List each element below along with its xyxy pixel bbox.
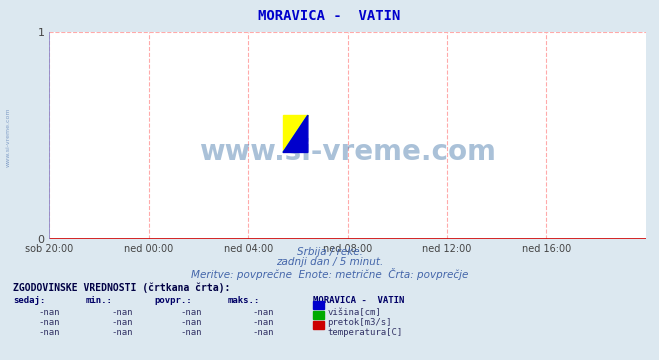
Text: -nan: -nan — [39, 308, 60, 317]
Polygon shape — [283, 115, 308, 153]
Text: MORAVICA -  VATIN: MORAVICA - VATIN — [313, 296, 405, 305]
Text: -nan: -nan — [181, 328, 202, 337]
Text: www.si-vreme.com: www.si-vreme.com — [199, 139, 496, 166]
Text: Meritve: povprečne  Enote: metrične  Črta: povprečje: Meritve: povprečne Enote: metrične Črta:… — [191, 268, 468, 280]
Text: -nan: -nan — [181, 318, 202, 327]
Text: -nan: -nan — [181, 308, 202, 317]
Polygon shape — [283, 115, 308, 153]
Text: maks.:: maks.: — [227, 296, 260, 305]
Text: povpr.:: povpr.: — [155, 296, 192, 305]
Text: pretok[m3/s]: pretok[m3/s] — [328, 318, 392, 327]
Text: -nan: -nan — [39, 318, 60, 327]
Text: -nan: -nan — [253, 308, 274, 317]
Text: -nan: -nan — [39, 328, 60, 337]
Polygon shape — [283, 115, 308, 153]
Text: min.:: min.: — [86, 296, 113, 305]
Text: temperatura[C]: temperatura[C] — [328, 328, 403, 337]
Text: sedaj:: sedaj: — [13, 296, 45, 305]
Text: -nan: -nan — [253, 328, 274, 337]
Text: Srbija / reke.: Srbija / reke. — [297, 247, 362, 257]
Text: www.si-vreme.com: www.si-vreme.com — [5, 107, 11, 167]
Text: zadnji dan / 5 minut.: zadnji dan / 5 minut. — [276, 257, 383, 267]
Text: -nan: -nan — [111, 318, 132, 327]
Text: -nan: -nan — [111, 308, 132, 317]
Text: MORAVICA -  VATIN: MORAVICA - VATIN — [258, 9, 401, 23]
Text: -nan: -nan — [111, 328, 132, 337]
Text: višina[cm]: višina[cm] — [328, 308, 382, 317]
Text: -nan: -nan — [253, 318, 274, 327]
Text: ZGODOVINSKE VREDNOSTI (črtkana črta):: ZGODOVINSKE VREDNOSTI (črtkana črta): — [13, 283, 231, 293]
